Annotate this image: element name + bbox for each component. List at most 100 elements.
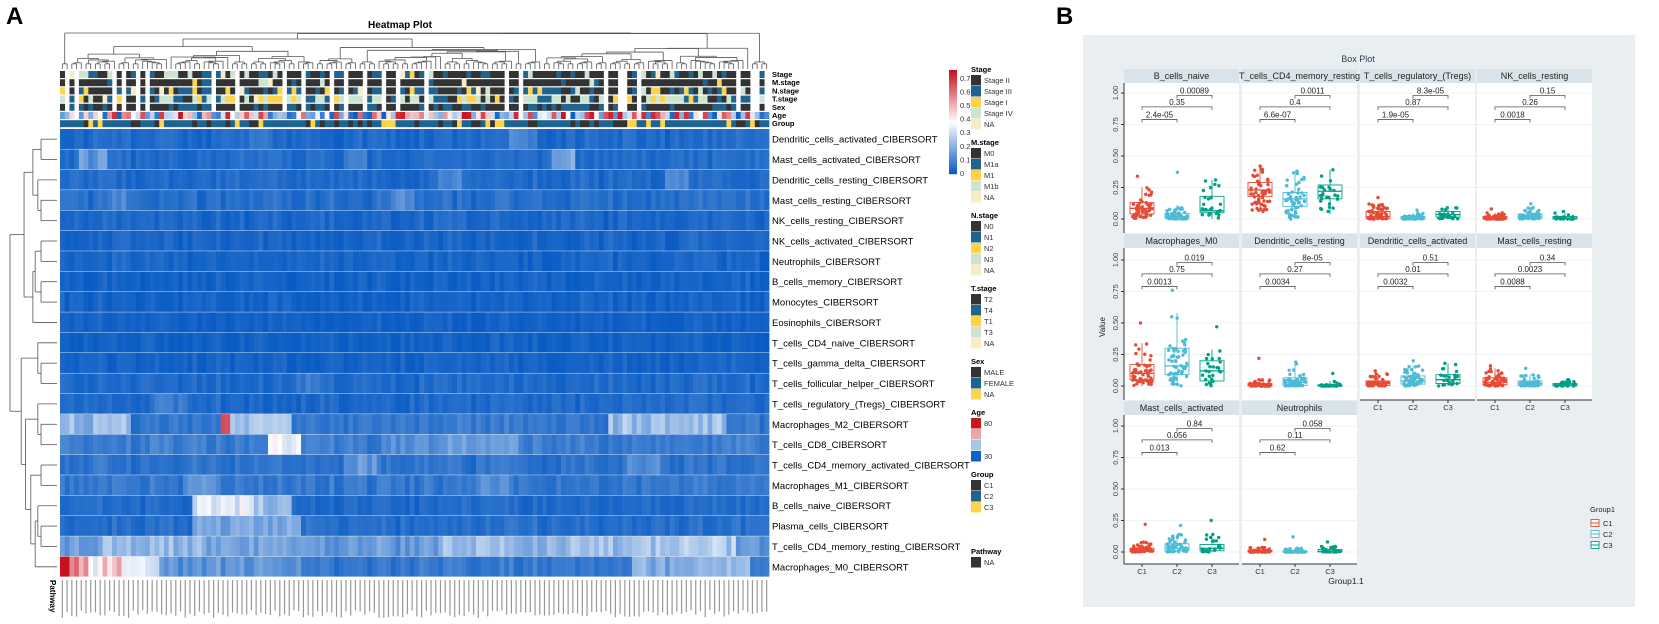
annotation-cell: [97, 79, 103, 87]
annotation-cell: [126, 103, 132, 111]
heatmap-cell: [631, 454, 638, 475]
heatmap-cell: [244, 291, 250, 312]
heatmap-cell: [570, 129, 576, 149]
heatmap-cell: [258, 475, 264, 496]
sample-label-mark: [165, 580, 167, 616]
colorbar-step: [949, 140, 957, 144]
heatmap-cell: [731, 454, 737, 475]
heatmap-cell: [286, 169, 293, 190]
heatmap-cell: [154, 129, 160, 149]
heatmap-cell: [319, 454, 326, 475]
heatmap-cell: [579, 129, 586, 149]
heatmap-cell: [272, 312, 278, 333]
annotation-cell: [376, 112, 382, 119]
heatmap-cell: [523, 495, 529, 516]
annotation-cell: [433, 95, 439, 103]
heatmap-cell: [494, 251, 500, 272]
heatmap-cell: [267, 353, 274, 373]
heatmap-cell: [168, 353, 174, 373]
heatmap-cell: [461, 129, 467, 149]
heatmap-cell: [688, 515, 694, 536]
heatmap-cell: [234, 393, 241, 414]
annotation-cell: [329, 120, 335, 128]
annotation-cell: [338, 79, 344, 87]
heatmap-cell: [707, 536, 713, 557]
heatmap-cell: [405, 353, 411, 373]
heatmap-cell: [669, 230, 675, 251]
heatmap-cell: [83, 251, 89, 272]
heatmap-cell: [565, 210, 571, 231]
heatmap-cell: [286, 393, 293, 414]
annotation-cell: [272, 103, 278, 111]
heatmap-cell: [499, 129, 505, 149]
heatmap-cell: [414, 556, 420, 577]
annotation-cell: [683, 79, 689, 87]
heatmap-cell: [83, 515, 89, 536]
heatmap-cell: [712, 271, 718, 292]
heatmap-cell: [93, 271, 99, 292]
heatmap-cell: [315, 149, 321, 170]
annotation-cell: [556, 112, 562, 119]
annotation-cell: [376, 120, 382, 128]
annotation-cell: [537, 79, 543, 87]
annotation-cell: [310, 79, 316, 87]
heatmap-cell: [764, 230, 770, 251]
heatmap-cell: [353, 353, 359, 373]
heatmap-cell: [348, 312, 354, 333]
heatmap-cell: [433, 291, 439, 312]
heatmap-cell: [88, 454, 94, 475]
heatmap-cell: [438, 230, 444, 251]
sample-label-mark: [293, 580, 295, 611]
heatmap-cell: [698, 393, 704, 414]
heatmap-cell: [504, 129, 510, 149]
heatmap-cell: [173, 475, 179, 496]
heatmap-cell: [717, 332, 723, 353]
annotation-cell: [579, 87, 585, 95]
annotation-cell: [669, 103, 675, 111]
annotation-cell: [334, 79, 340, 87]
heatmap-cell: [400, 251, 406, 272]
heatmap-cell: [518, 251, 524, 272]
heatmap-cell: [660, 251, 666, 272]
heatmap-cell: [494, 454, 500, 475]
heatmap-cell: [301, 210, 307, 231]
annotation-cell: [220, 71, 226, 78]
heatmap-cell: [343, 149, 349, 170]
heatmap-cell: [362, 495, 368, 516]
heatmap-cell: [78, 475, 85, 496]
heatmap-cell: [759, 434, 765, 455]
heatmap-cell: [116, 475, 122, 496]
heatmap-cell: [258, 271, 264, 292]
annotation-cell: [745, 103, 751, 111]
heatmap-cell: [126, 475, 132, 496]
heatmap-cell: [584, 414, 590, 435]
heatmap-cell: [220, 149, 226, 170]
annotation-cell: [608, 120, 614, 128]
heatmap-cell: [414, 373, 420, 394]
heatmap-cell: [206, 434, 212, 455]
heatmap-cell: [579, 291, 586, 312]
heatmap-cell: [83, 353, 89, 373]
heatmap-cell: [234, 332, 241, 353]
heatmap-cell: [461, 169, 467, 190]
heatmap-cell: [452, 536, 458, 557]
annotation-cell: [126, 112, 132, 119]
heatmap-cell: [631, 291, 638, 312]
heatmap-cell: [343, 312, 349, 333]
heatmap-cell: [121, 434, 127, 455]
heatmap-cell: [423, 393, 430, 414]
heatmap-cell: [230, 291, 236, 312]
annotation-cell: [140, 95, 146, 103]
heatmap-cell: [423, 291, 430, 312]
heatmap-cell: [759, 353, 765, 373]
heatmap-cell: [102, 129, 108, 149]
annotation-cell: [249, 87, 255, 95]
annotation-cell: [613, 103, 619, 111]
heatmap-cell: [211, 271, 217, 292]
heatmap-cell: [542, 434, 548, 455]
heatmap-cell: [376, 495, 382, 516]
colorbar-step: [949, 86, 957, 89]
heatmap-cell: [357, 556, 363, 577]
heatmap-cell: [598, 169, 604, 190]
heatmap-cell: [234, 373, 241, 394]
